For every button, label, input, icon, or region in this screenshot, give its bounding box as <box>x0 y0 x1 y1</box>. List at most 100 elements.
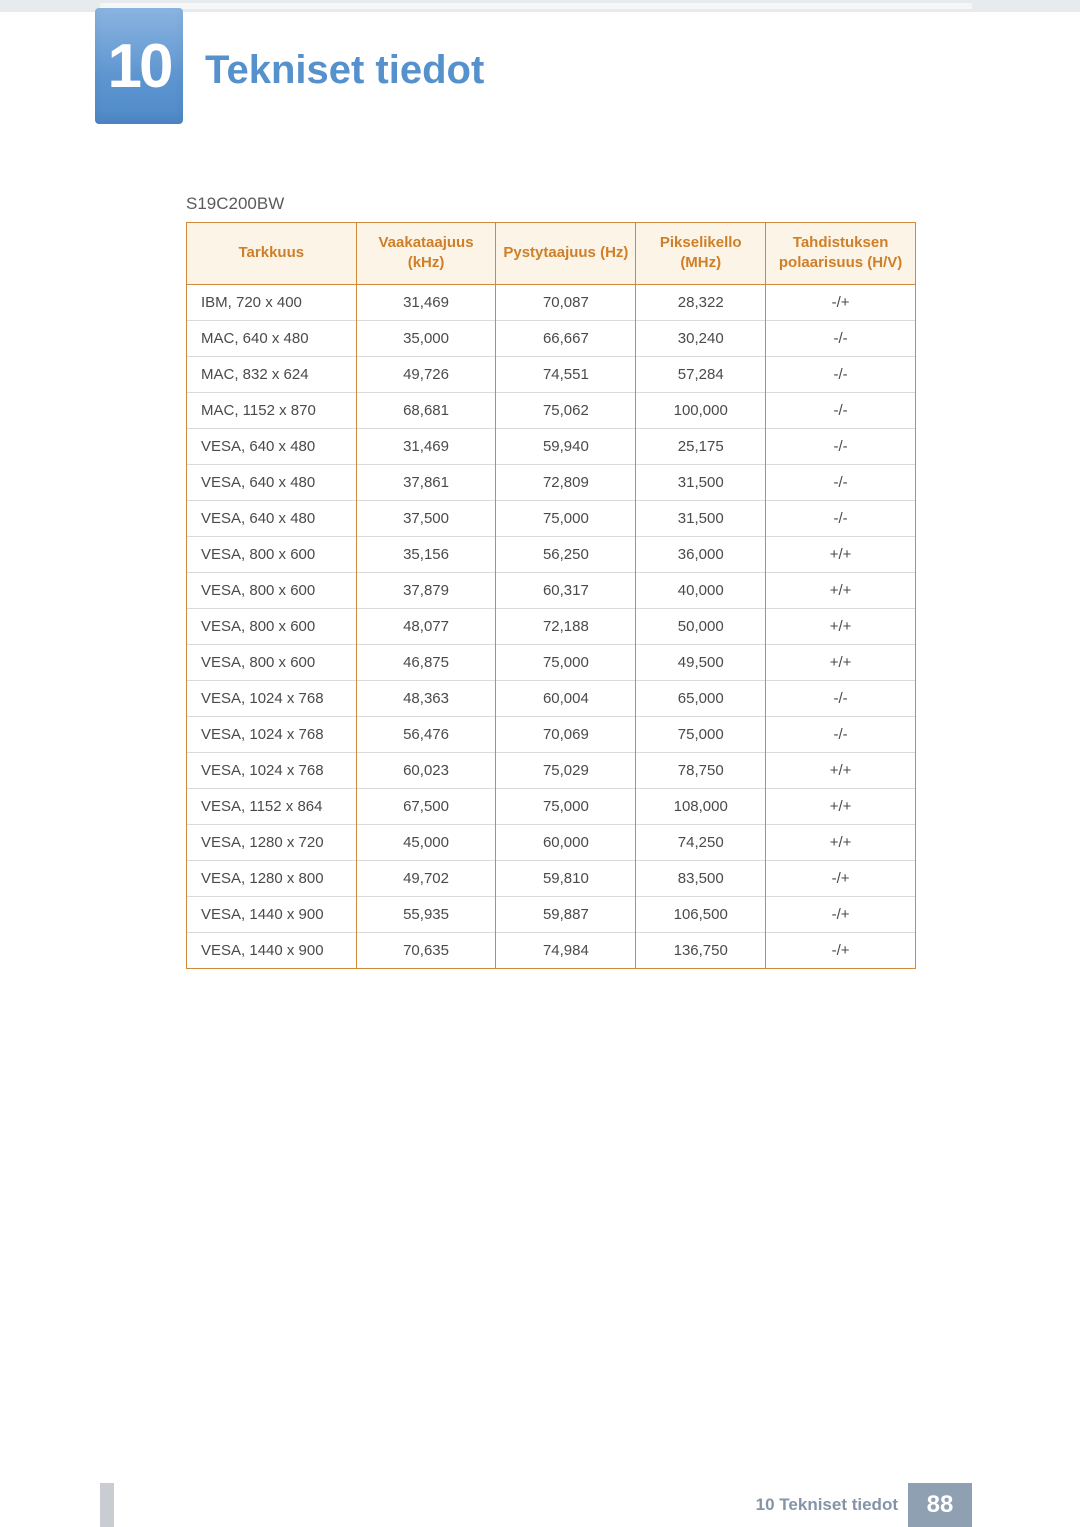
table-cell: VESA, 1152 x 864 <box>187 788 357 824</box>
table-cell: 106,500 <box>636 896 766 932</box>
table-cell: 83,500 <box>636 860 766 896</box>
table-cell: 35,156 <box>356 536 496 572</box>
col-header-hfreq: Vaakataajuus (kHz) <box>356 223 496 285</box>
table-cell: 35,000 <box>356 320 496 356</box>
table-cell: 70,635 <box>356 932 496 968</box>
table-cell: 75,000 <box>496 644 636 680</box>
table-cell: 56,476 <box>356 716 496 752</box>
table-cell: 60,000 <box>496 824 636 860</box>
table-cell: 72,809 <box>496 464 636 500</box>
table-row: VESA, 640 x 48037,50075,00031,500-/- <box>187 500 916 536</box>
table-cell: 37,879 <box>356 572 496 608</box>
table-cell: VESA, 800 x 600 <box>187 536 357 572</box>
table-cell: 108,000 <box>636 788 766 824</box>
table-cell: +/+ <box>766 788 916 824</box>
table-row: VESA, 800 x 60035,15656,25036,000+/+ <box>187 536 916 572</box>
table-cell: VESA, 640 x 480 <box>187 428 357 464</box>
table-cell: 65,000 <box>636 680 766 716</box>
table-cell: 59,887 <box>496 896 636 932</box>
model-label: S19C200BW <box>186 194 284 214</box>
col-header-resolution: Tarkkuus <box>187 223 357 285</box>
table-cell: 60,004 <box>496 680 636 716</box>
table-cell: +/+ <box>766 644 916 680</box>
table-cell: 78,750 <box>636 752 766 788</box>
table-cell: MAC, 1152 x 870 <box>187 392 357 428</box>
col-header-vfreq: Pystytaajuus (Hz) <box>496 223 636 285</box>
table-cell: 45,000 <box>356 824 496 860</box>
table-cell: 31,469 <box>356 428 496 464</box>
table-cell: 46,875 <box>356 644 496 680</box>
page-number-badge: 88 <box>908 1483 972 1527</box>
table-row: MAC, 832 x 62449,72674,55157,284-/- <box>187 356 916 392</box>
table-cell: -/- <box>766 356 916 392</box>
table-cell: 68,681 <box>356 392 496 428</box>
table-row: VESA, 1440 x 90070,63574,984136,750-/+ <box>187 932 916 968</box>
table-row: VESA, 800 x 60037,87960,31740,000+/+ <box>187 572 916 608</box>
table-header-row: Tarkkuus Vaakataajuus (kHz) Pystytaajuus… <box>187 223 916 285</box>
col-header-pixclk: Pikselikello (MHz) <box>636 223 766 285</box>
table-cell: 37,861 <box>356 464 496 500</box>
table-cell: 48,363 <box>356 680 496 716</box>
table-cell: 59,810 <box>496 860 636 896</box>
table-cell: 60,317 <box>496 572 636 608</box>
table-cell: VESA, 640 x 480 <box>187 464 357 500</box>
table-cell: -/- <box>766 680 916 716</box>
footer-section-label: 10 Tekniset tiedot <box>756 1483 898 1527</box>
table-row: VESA, 1440 x 90055,93559,887106,500-/+ <box>187 896 916 932</box>
table-cell: 75,062 <box>496 392 636 428</box>
table-cell: -/- <box>766 464 916 500</box>
table-cell: 56,250 <box>496 536 636 572</box>
table-cell: 72,188 <box>496 608 636 644</box>
table-cell: 100,000 <box>636 392 766 428</box>
table-cell: VESA, 800 x 600 <box>187 572 357 608</box>
table-cell: 67,500 <box>356 788 496 824</box>
table-cell: 60,023 <box>356 752 496 788</box>
table-cell: 75,000 <box>636 716 766 752</box>
table-cell: VESA, 1280 x 720 <box>187 824 357 860</box>
table-cell: -/- <box>766 500 916 536</box>
table-cell: VESA, 640 x 480 <box>187 500 357 536</box>
table-cell: 59,940 <box>496 428 636 464</box>
table-cell: +/+ <box>766 752 916 788</box>
table-cell: -/- <box>766 320 916 356</box>
chapter-header: 10 Tekniset tiedot <box>95 8 484 124</box>
table-cell: 40,000 <box>636 572 766 608</box>
table-row: VESA, 1280 x 72045,00060,00074,250+/+ <box>187 824 916 860</box>
table-row: VESA, 1024 x 76860,02375,02978,750+/+ <box>187 752 916 788</box>
table-cell: 31,469 <box>356 284 496 320</box>
table-cell: 74,250 <box>636 824 766 860</box>
table-row: VESA, 1024 x 76856,47670,06975,000-/- <box>187 716 916 752</box>
page-footer: 10 Tekniset tiedot 88 <box>0 1483 1080 1527</box>
table-row: VESA, 800 x 60046,87575,00049,500+/+ <box>187 644 916 680</box>
table-cell: 75,000 <box>496 788 636 824</box>
table-cell: VESA, 1440 x 900 <box>187 932 357 968</box>
table-cell: 57,284 <box>636 356 766 392</box>
table-row: VESA, 640 x 48031,46959,94025,175-/- <box>187 428 916 464</box>
table-cell: 50,000 <box>636 608 766 644</box>
table-cell: -/+ <box>766 284 916 320</box>
table-row: MAC, 640 x 48035,00066,66730,240-/- <box>187 320 916 356</box>
table-cell: -/+ <box>766 896 916 932</box>
chapter-number-badge: 10 <box>95 8 183 124</box>
table-cell: +/+ <box>766 824 916 860</box>
table-cell: 49,726 <box>356 356 496 392</box>
table-cell: -/- <box>766 392 916 428</box>
table-cell: +/+ <box>766 608 916 644</box>
table-cell: 136,750 <box>636 932 766 968</box>
table-cell: 49,500 <box>636 644 766 680</box>
table-cell: VESA, 1024 x 768 <box>187 716 357 752</box>
table-cell: 74,984 <box>496 932 636 968</box>
table-cell: 31,500 <box>636 464 766 500</box>
table-cell: 48,077 <box>356 608 496 644</box>
table-cell: VESA, 1440 x 900 <box>187 896 357 932</box>
table-cell: 70,069 <box>496 716 636 752</box>
col-header-polarity: Tahdistuksen polaarisuus (H/V) <box>766 223 916 285</box>
table-row: IBM, 720 x 40031,46970,08728,322-/+ <box>187 284 916 320</box>
table-cell: VESA, 1280 x 800 <box>187 860 357 896</box>
table-cell: VESA, 800 x 600 <box>187 608 357 644</box>
table-cell: 66,667 <box>496 320 636 356</box>
table-cell: 31,500 <box>636 500 766 536</box>
table-cell: 70,087 <box>496 284 636 320</box>
table-cell: 36,000 <box>636 536 766 572</box>
table-cell: 55,935 <box>356 896 496 932</box>
